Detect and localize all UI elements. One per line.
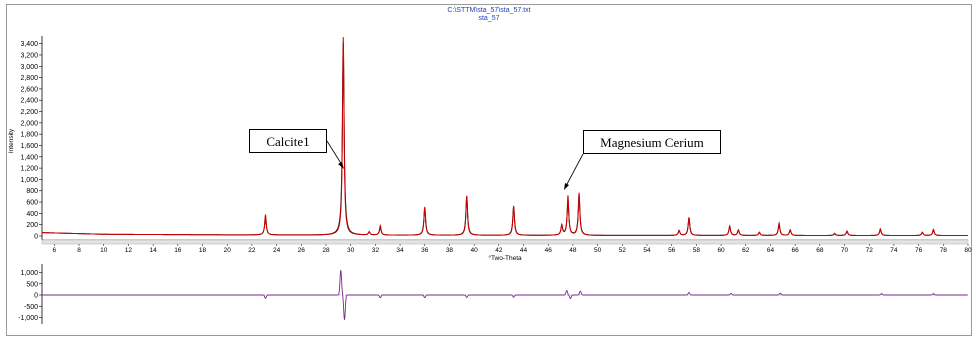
diff-y-tick-label: 1,000 xyxy=(20,270,38,277)
calcite-arrow xyxy=(326,140,343,166)
calcite-callout: Calcite1 xyxy=(249,129,327,153)
x-tick-label: 18 xyxy=(199,247,207,254)
x-tick-label: 40 xyxy=(471,247,479,254)
diff-y-tick-label: 0 xyxy=(34,293,38,300)
main-pattern-plot: 0 200 400 600 800 1,000 1,200 1,400 1,600 1,800 2,… xyxy=(8,36,972,262)
y-tick-label: 200 xyxy=(26,222,38,229)
calculated-pattern-line xyxy=(41,37,968,237)
y-tick-label: 2,800 xyxy=(20,75,38,82)
x-tick-label: 80 xyxy=(964,247,972,254)
x-tick-label: 72 xyxy=(866,247,874,254)
y-tick-label: 1,000 xyxy=(20,177,38,184)
x-tick-label: 30 xyxy=(347,247,355,254)
x-tick-label: 78 xyxy=(940,247,948,254)
x-tick-label: 44 xyxy=(520,247,528,254)
x-tick-label: 26 xyxy=(298,247,306,254)
x-tick-label: 76 xyxy=(915,247,923,254)
y-tick-label: 0 xyxy=(34,234,38,241)
y-tick-label: 3,200 xyxy=(20,52,38,59)
x-tick-label: 74 xyxy=(890,247,898,254)
x-tick-label: 36 xyxy=(421,247,429,254)
y-tick-label: 800 xyxy=(26,188,38,195)
y-tick-label: 2,200 xyxy=(20,109,38,116)
x-tick-label: 42 xyxy=(495,247,503,254)
y-tick-label: 1,400 xyxy=(20,154,38,161)
x-tick-label: 64 xyxy=(767,247,775,254)
x-tick-label: 12 xyxy=(125,247,133,254)
magnesium-cerium-callout: Magnesium Cerium xyxy=(583,130,721,154)
sample-name-header: sta_57 xyxy=(478,15,500,22)
x-tick-label: 70 xyxy=(841,247,849,254)
x-tick-label: 52 xyxy=(619,247,627,254)
x-tick-label: 50 xyxy=(594,247,602,254)
y-tick-label: 3,400 xyxy=(20,41,38,48)
y-tick-label: 3,000 xyxy=(20,64,38,71)
x-axis-label: °Two-Theta xyxy=(488,254,522,262)
x-tick-label: 56 xyxy=(668,247,676,254)
x-tick-label: 16 xyxy=(174,247,182,254)
difference-plot: 1,000 500 0 -500 -1,000 xyxy=(18,264,968,324)
x-tick-label: 32 xyxy=(372,247,380,254)
x-tick-label: 10 xyxy=(100,247,108,254)
x-tick-label: 14 xyxy=(150,247,158,254)
y-axis-label: Intensity xyxy=(8,128,15,153)
y-tick-label: 2,400 xyxy=(20,98,38,105)
diff-y-tick-label: 500 xyxy=(26,281,38,288)
x-tick-label: 8 xyxy=(77,247,81,254)
y-tick-label: 600 xyxy=(26,200,38,207)
x-tick-label: 46 xyxy=(545,247,553,254)
x-tick-label: 60 xyxy=(717,247,725,254)
x-tick-label: 28 xyxy=(322,247,330,254)
annotation-arrows xyxy=(326,140,584,190)
x-tick-label: 62 xyxy=(742,247,750,254)
x-tick-label: 22 xyxy=(248,247,256,254)
diff-y-tick-label: -1,000 xyxy=(18,315,38,322)
magnesium-cerium-arrowhead xyxy=(564,183,569,190)
x-tick-label: 58 xyxy=(693,247,701,254)
x-tick-label: 20 xyxy=(224,247,232,254)
y-tick-label: 2,600 xyxy=(20,86,38,93)
y-tick-label: 1,200 xyxy=(20,166,38,173)
x-tick-label: 24 xyxy=(273,247,281,254)
x-tick-label: 68 xyxy=(816,247,824,254)
x-axis-scrollbar xyxy=(41,239,969,245)
y-tick-label: 400 xyxy=(26,211,38,218)
chart-frame xyxy=(6,4,972,336)
y-tick-label: 1,800 xyxy=(20,132,38,139)
diff-y-tick-label: -500 xyxy=(24,304,38,311)
x-tick-label: 6 xyxy=(53,247,57,254)
y-tick-label: 1,600 xyxy=(20,143,38,150)
y-tick-label: 2,000 xyxy=(20,120,38,127)
x-tick-label: 38 xyxy=(446,247,454,254)
calcite-arrowhead xyxy=(338,162,344,169)
x-tick-label: 66 xyxy=(792,247,800,254)
file-path-header: C:\STTM\sta_57\sta_57.txt xyxy=(447,7,531,14)
magnesium-cerium-arrow xyxy=(565,153,584,187)
x-tick-label: 34 xyxy=(396,247,404,254)
x-tick-label: 54 xyxy=(643,247,651,254)
observed-pattern-line xyxy=(41,42,968,237)
x-tick-label: 48 xyxy=(569,247,577,254)
